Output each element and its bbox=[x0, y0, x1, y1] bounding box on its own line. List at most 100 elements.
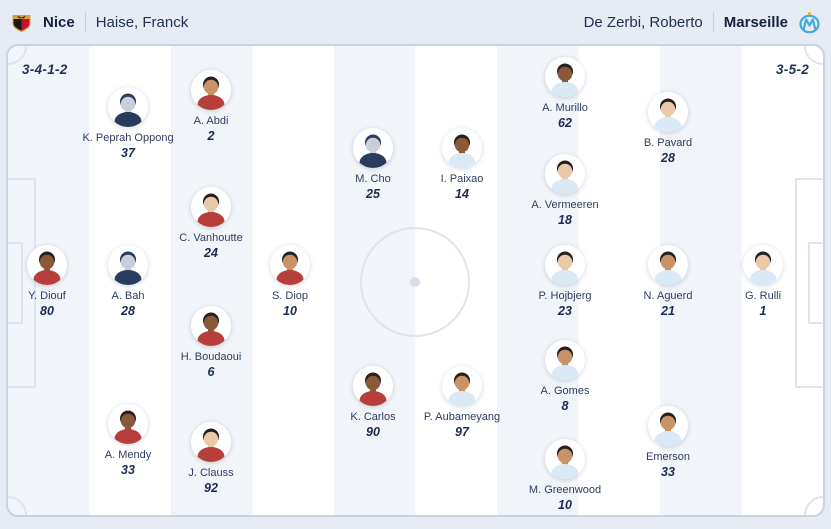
player-away[interactable]: Emerson 33 bbox=[610, 406, 726, 479]
center-circle bbox=[360, 227, 470, 337]
player-name: P. Aubameyang bbox=[423, 411, 501, 423]
away-manager-name[interactable]: De Zerbi, Roberto bbox=[583, 13, 703, 31]
player-number: 21 bbox=[661, 304, 675, 318]
player-name: A. Abdi bbox=[193, 115, 229, 127]
player-avatar[interactable] bbox=[545, 245, 585, 285]
player-name: A. Murillo bbox=[542, 102, 588, 114]
player-name: A. Bah bbox=[111, 290, 145, 302]
player-name: B. Pavard bbox=[643, 137, 693, 149]
header-divider bbox=[712, 12, 714, 32]
player-avatar[interactable] bbox=[108, 87, 148, 127]
player-number: 23 bbox=[558, 304, 572, 318]
player-avatar[interactable] bbox=[27, 245, 67, 285]
player-avatar[interactable] bbox=[108, 245, 148, 285]
player-avatar[interactable] bbox=[353, 366, 393, 406]
player-avatar[interactable] bbox=[191, 70, 231, 110]
player-number: 80 bbox=[40, 304, 54, 318]
player-number: 90 bbox=[366, 425, 380, 439]
player-number: 97 bbox=[455, 425, 469, 439]
player-away[interactable]: G. Rulli 1 bbox=[705, 245, 821, 318]
player-away[interactable]: N. Aguerd 21 bbox=[610, 245, 726, 318]
player-name: K. Peprah Oppong bbox=[82, 132, 174, 144]
player-away[interactable]: P. Aubameyang 97 bbox=[404, 366, 520, 439]
player-number: 6 bbox=[207, 365, 215, 379]
player-avatar[interactable] bbox=[743, 245, 783, 285]
player-name: N. Aguerd bbox=[643, 290, 693, 302]
player-home[interactable]: J. Clauss 92 bbox=[153, 422, 269, 495]
corner-arc bbox=[804, 496, 823, 515]
player-name: Y. Diouf bbox=[28, 290, 66, 302]
player-number: 28 bbox=[661, 151, 675, 165]
player-avatar[interactable] bbox=[442, 366, 482, 406]
player-avatar[interactable] bbox=[191, 187, 231, 227]
goal-area-left bbox=[8, 242, 23, 324]
player-away[interactable]: P. Hojbjerg 23 bbox=[507, 245, 623, 318]
header-divider bbox=[84, 12, 86, 32]
player-name: P. Hojbjerg bbox=[538, 290, 592, 302]
player-avatar[interactable] bbox=[108, 404, 148, 444]
player-home[interactable]: M. Cho 25 bbox=[315, 128, 431, 201]
player-away[interactable]: A. Gomes 8 bbox=[507, 340, 623, 413]
player-away[interactable]: I. Paixao 14 bbox=[404, 128, 520, 201]
center-spot bbox=[410, 277, 420, 287]
player-number: 24 bbox=[204, 246, 218, 260]
home-manager-name[interactable]: Haise, Franck bbox=[95, 13, 189, 31]
player-name: J. Clauss bbox=[188, 467, 234, 479]
player-home[interactable]: A. Bah 28 bbox=[70, 245, 186, 318]
marseille-crest-logo[interactable] bbox=[798, 11, 821, 34]
player-home[interactable]: S. Diop 10 bbox=[232, 245, 348, 318]
player-avatar[interactable] bbox=[648, 92, 688, 132]
football-pitch bbox=[6, 44, 825, 517]
away-team-name[interactable]: Marseille bbox=[723, 13, 788, 31]
player-number: 33 bbox=[661, 465, 675, 479]
away-formation-label: 3-5-2 bbox=[775, 62, 809, 77]
player-avatar[interactable] bbox=[545, 57, 585, 97]
player-away[interactable]: M. Greenwood 10 bbox=[507, 439, 623, 512]
player-number: 33 bbox=[121, 463, 135, 477]
home-team-name[interactable]: Nice bbox=[43, 13, 75, 31]
player-avatar[interactable] bbox=[270, 245, 310, 285]
player-number: 18 bbox=[558, 213, 572, 227]
player-home[interactable]: A. Mendy 33 bbox=[70, 404, 186, 477]
player-avatar[interactable] bbox=[442, 128, 482, 168]
player-avatar[interactable] bbox=[545, 154, 585, 194]
player-name: A. Mendy bbox=[104, 449, 152, 461]
player-home[interactable]: H. Boudaoui 6 bbox=[153, 306, 269, 379]
player-number: 1 bbox=[759, 304, 767, 318]
player-avatar[interactable] bbox=[353, 128, 393, 168]
player-name: A. Vermeeren bbox=[531, 199, 599, 211]
player-avatar[interactable] bbox=[191, 306, 231, 346]
player-name: G. Rulli bbox=[744, 290, 782, 302]
player-number: 62 bbox=[558, 116, 572, 130]
player-away[interactable]: B. Pavard 28 bbox=[610, 92, 726, 165]
player-avatar[interactable] bbox=[545, 340, 585, 380]
nice-crest-logo[interactable] bbox=[10, 11, 33, 34]
player-avatar[interactable] bbox=[191, 422, 231, 462]
player-number: 10 bbox=[558, 498, 572, 512]
player-home[interactable]: K. Peprah Oppong 37 bbox=[70, 87, 186, 160]
player-home[interactable]: C. Vanhoutte 24 bbox=[153, 187, 269, 260]
player-name: K. Carlos bbox=[350, 411, 396, 423]
player-number: 2 bbox=[207, 129, 215, 143]
player-away[interactable]: A. Murillo 62 bbox=[507, 57, 623, 130]
player-avatar[interactable] bbox=[545, 439, 585, 479]
player-number: 10 bbox=[283, 304, 297, 318]
player-avatar[interactable] bbox=[648, 406, 688, 446]
player-home[interactable]: K. Carlos 90 bbox=[315, 366, 431, 439]
player-number: 37 bbox=[121, 146, 135, 160]
player-avatar[interactable] bbox=[648, 245, 688, 285]
penalty-area-left bbox=[8, 178, 36, 388]
player-name: M. Cho bbox=[355, 173, 391, 185]
home-team-block: Nice Haise, Franck bbox=[10, 11, 188, 34]
player-home[interactable]: Y. Diouf 80 bbox=[0, 245, 105, 318]
player-number: 14 bbox=[455, 187, 469, 201]
player-name: A. Gomes bbox=[540, 385, 590, 397]
home-formation-label: 3-4-1-2 bbox=[22, 62, 68, 77]
player-home[interactable]: A. Abdi 2 bbox=[153, 70, 269, 143]
player-name: H. Boudaoui bbox=[180, 351, 242, 363]
corner-arc bbox=[8, 496, 27, 515]
player-away[interactable]: A. Vermeeren 18 bbox=[507, 154, 623, 227]
player-name: I. Paixao bbox=[440, 173, 484, 185]
player-number: 92 bbox=[204, 481, 218, 495]
